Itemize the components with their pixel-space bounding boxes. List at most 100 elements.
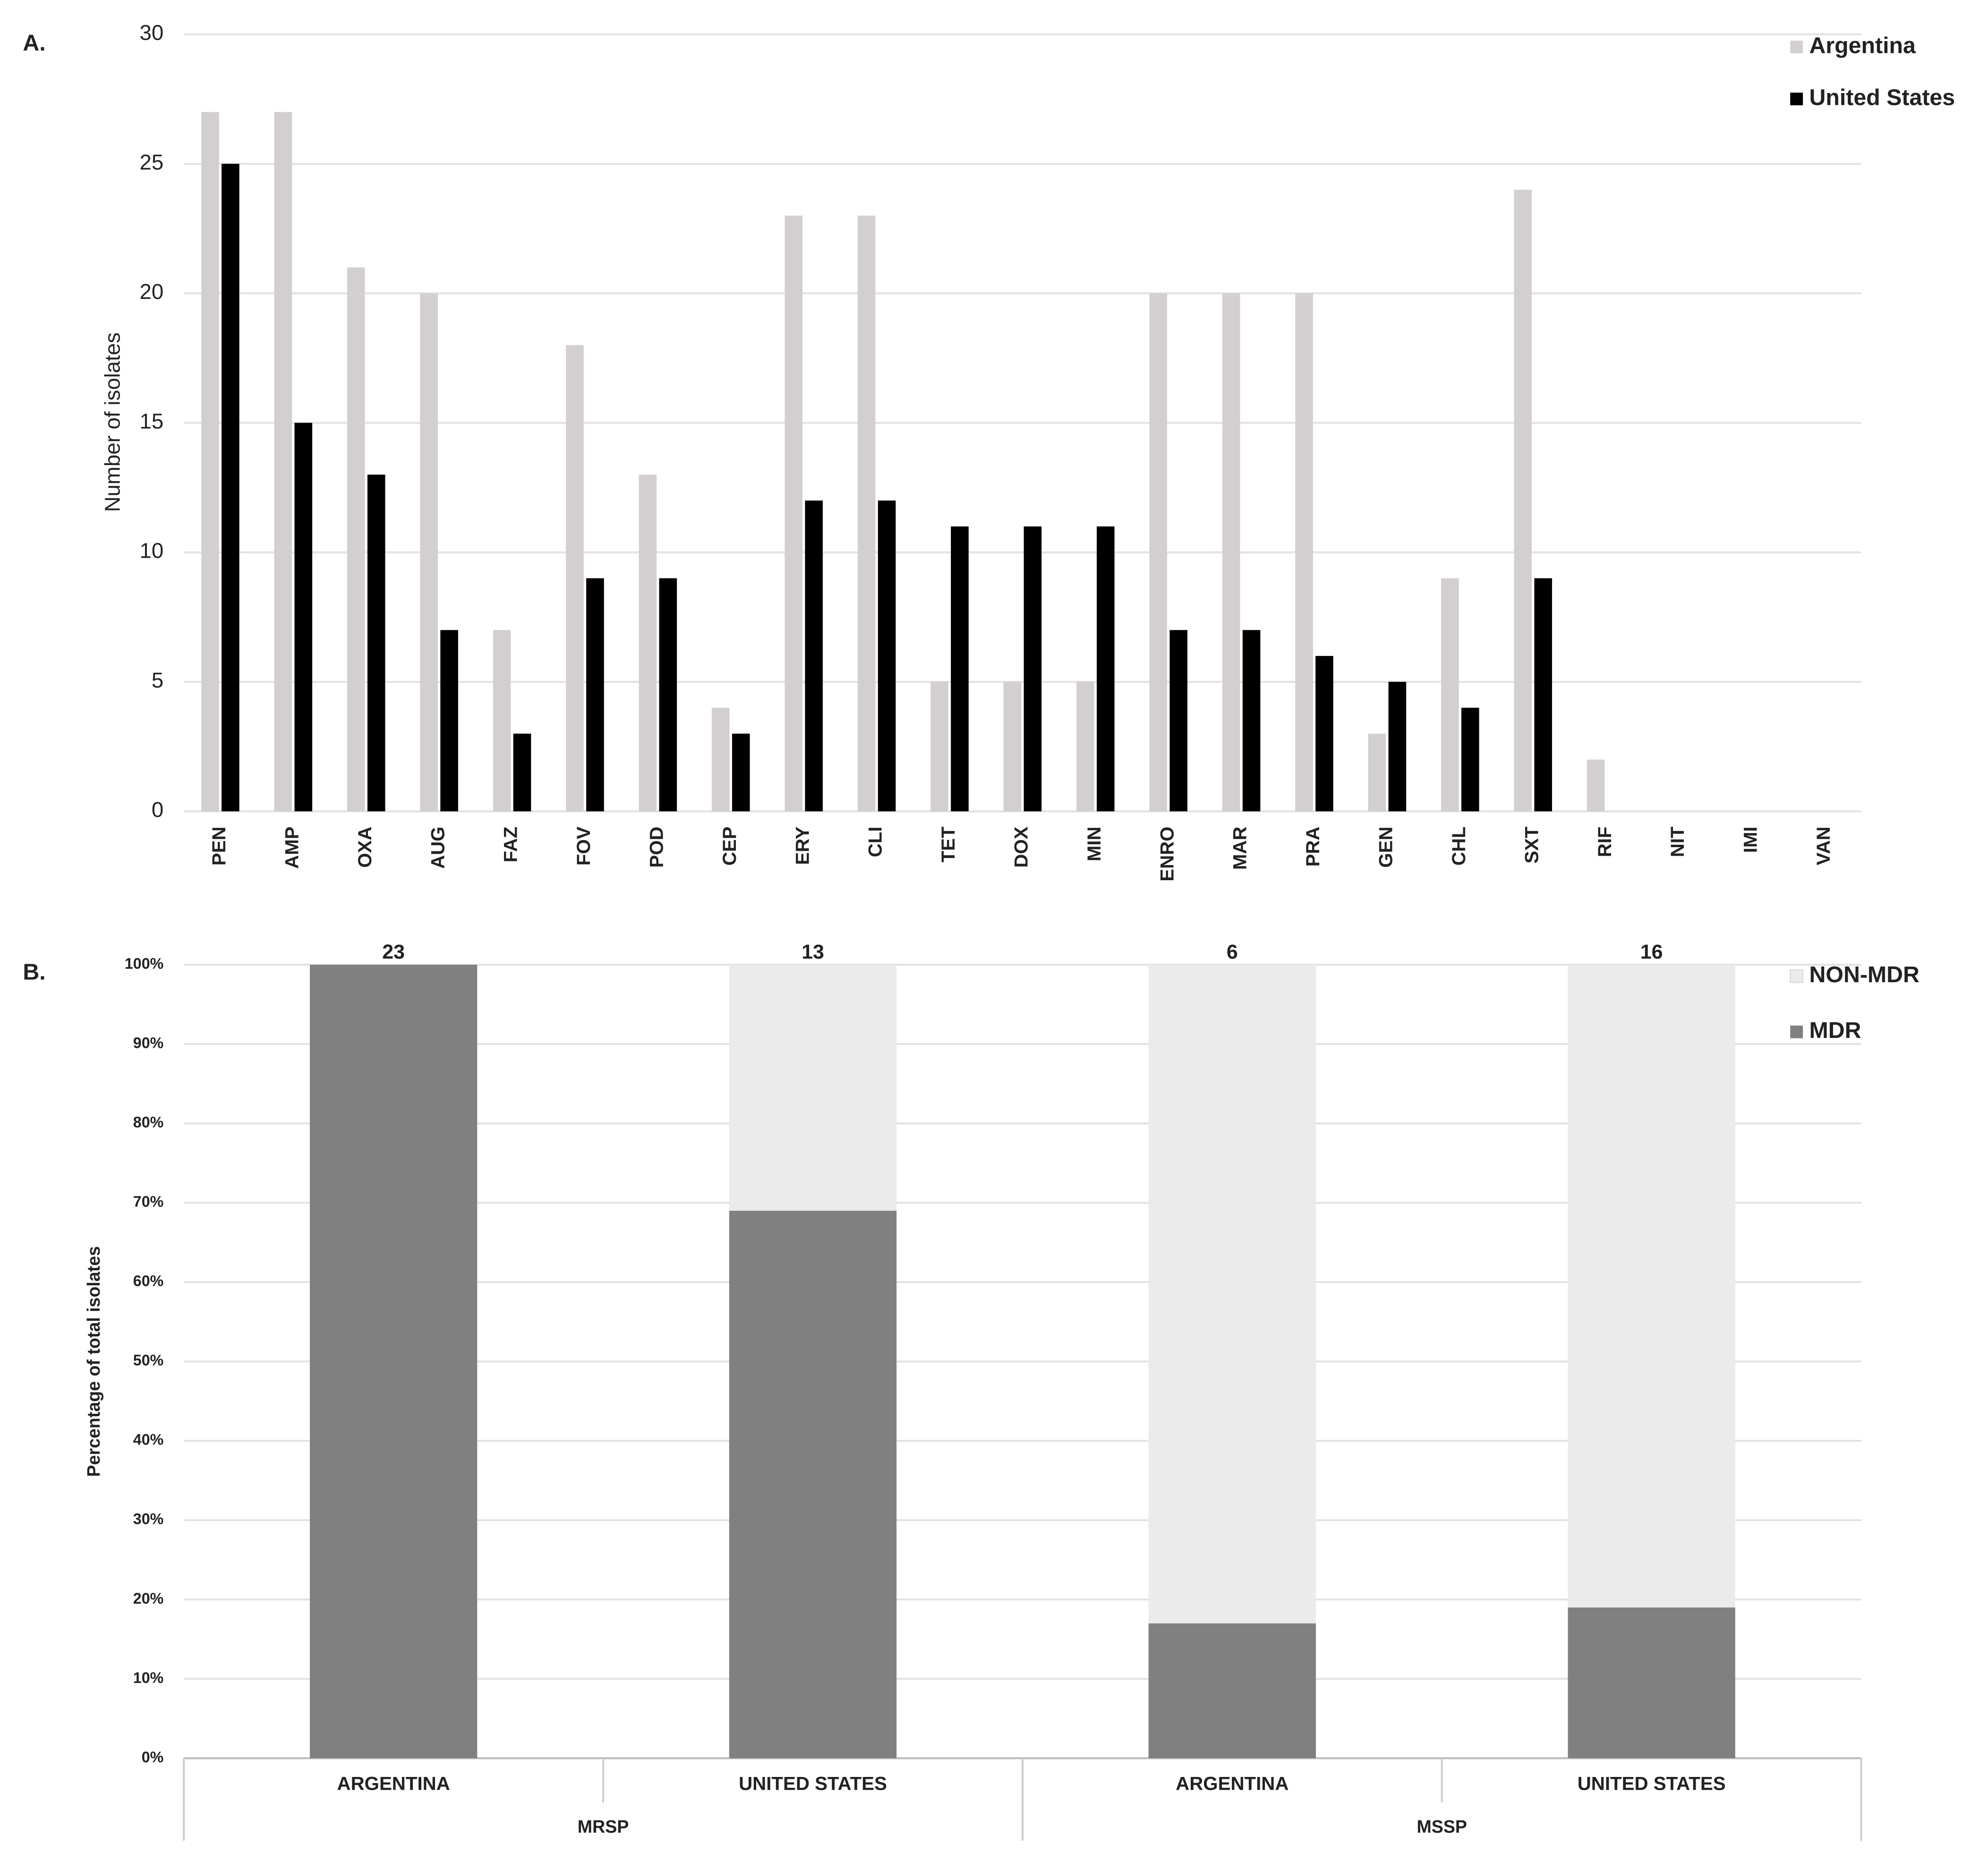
bar xyxy=(659,578,677,812)
x-tick-label: GEN xyxy=(1375,826,1397,867)
y-tick-label: 15 xyxy=(140,409,164,433)
y-tick-label: 30% xyxy=(133,1511,163,1528)
x-tick-label: AUG xyxy=(427,826,448,868)
bar xyxy=(420,293,438,812)
bar xyxy=(785,215,802,812)
group-label: MSSP xyxy=(1416,1817,1467,1836)
y-tick-label: 20% xyxy=(133,1590,163,1607)
bar xyxy=(1169,630,1187,812)
y-tick-label: 20 xyxy=(140,280,164,304)
y-tick-label: 80% xyxy=(133,1114,163,1131)
bar xyxy=(1587,759,1605,812)
bar xyxy=(1076,681,1094,812)
bar xyxy=(367,475,385,812)
bar xyxy=(712,707,730,812)
x-tick-label: OXA xyxy=(354,826,375,867)
bar-segment xyxy=(1568,1607,1735,1759)
y-tick-label: 25 xyxy=(140,150,164,174)
bar xyxy=(1368,733,1386,812)
x-tick-label: IMI xyxy=(1740,826,1761,853)
x-tick-label: FOV xyxy=(573,826,594,866)
bar xyxy=(639,475,657,812)
y-tick-label: 10% xyxy=(133,1669,163,1686)
legend-label: United States xyxy=(1809,85,1955,110)
x-tick-label: AMP xyxy=(281,826,302,868)
total-label: 6 xyxy=(1227,941,1238,963)
x-tick-label: FAZ xyxy=(500,826,521,862)
x-tick-label: UNITED STATES xyxy=(739,1773,887,1794)
y-tick-label: 90% xyxy=(133,1035,163,1052)
bar-segment xyxy=(729,964,897,1211)
x-tick-label: CHL xyxy=(1448,826,1469,866)
bar xyxy=(1534,578,1553,812)
bar-segment xyxy=(309,964,478,1759)
x-tick-label: MIN xyxy=(1084,826,1105,861)
bar xyxy=(1242,630,1261,812)
bar xyxy=(878,500,896,812)
bar xyxy=(493,630,511,812)
x-tick-label: RIF xyxy=(1594,826,1615,857)
legend-swatch xyxy=(1790,41,1803,53)
bar xyxy=(1149,293,1168,812)
x-tick-label: TET xyxy=(938,826,959,862)
bar xyxy=(440,630,458,812)
y-tick-label: 70% xyxy=(133,1193,163,1210)
panel-label: B. xyxy=(23,960,45,985)
bar xyxy=(951,526,969,812)
y-axis-label: Percentage of total isolates xyxy=(84,1246,103,1477)
bar xyxy=(586,578,604,812)
x-tick-label: ARGENTINA xyxy=(337,1773,450,1794)
y-tick-label: 100% xyxy=(125,955,163,972)
x-tick-label: PRA xyxy=(1302,826,1323,867)
x-tick-label: CEP xyxy=(719,826,740,866)
total-label: 16 xyxy=(1640,941,1663,963)
x-tick-label: NIT xyxy=(1667,826,1688,857)
x-tick-label: POD xyxy=(646,826,667,867)
x-tick-label: VAN xyxy=(1813,826,1834,865)
legend-label: Argentina xyxy=(1809,33,1917,58)
group-label: MRSP xyxy=(578,1817,629,1836)
bar xyxy=(1461,707,1479,812)
bar-segment xyxy=(1568,964,1735,1608)
bar xyxy=(1295,293,1313,812)
y-tick-label: 50% xyxy=(133,1352,163,1369)
x-tick-label: CLI xyxy=(865,826,886,857)
bar xyxy=(294,423,313,812)
bar xyxy=(1514,189,1532,812)
bar xyxy=(857,215,876,812)
bar xyxy=(566,345,584,812)
bar xyxy=(1388,681,1407,812)
y-tick-label: 0% xyxy=(142,1749,164,1766)
bar xyxy=(1222,293,1240,812)
legend-swatch xyxy=(1790,1025,1803,1038)
bar xyxy=(1315,656,1333,812)
bar xyxy=(1024,526,1042,812)
bar xyxy=(274,112,292,812)
bar xyxy=(1441,578,1459,812)
y-tick-label: 5 xyxy=(152,668,163,692)
bar-segment xyxy=(1148,1623,1316,1759)
legend-label: NON-MDR xyxy=(1809,962,1920,987)
total-label: 23 xyxy=(382,941,405,963)
x-tick-label: MAR xyxy=(1229,826,1251,870)
bar xyxy=(201,112,219,812)
bar-segment xyxy=(1148,964,1316,1623)
bar xyxy=(1003,681,1022,812)
bar xyxy=(732,733,750,812)
panel-label: A. xyxy=(23,30,45,56)
legend-label: MDR xyxy=(1809,1018,1861,1043)
x-tick-label: SXT xyxy=(1521,826,1542,864)
y-tick-label: 30 xyxy=(140,21,164,45)
y-axis-label: Number of isolates xyxy=(101,332,125,512)
x-tick-label: UNITED STATES xyxy=(1578,1773,1726,1794)
x-tick-label: ENRO xyxy=(1156,826,1177,881)
bar xyxy=(222,163,239,812)
bar xyxy=(805,500,823,812)
bar xyxy=(513,733,531,812)
x-tick-label: ARGENTINA xyxy=(1176,1773,1288,1794)
x-tick-label: DOX xyxy=(1011,826,1032,867)
bar-segment xyxy=(729,1210,897,1759)
bar xyxy=(347,267,365,812)
y-tick-label: 10 xyxy=(140,539,164,563)
